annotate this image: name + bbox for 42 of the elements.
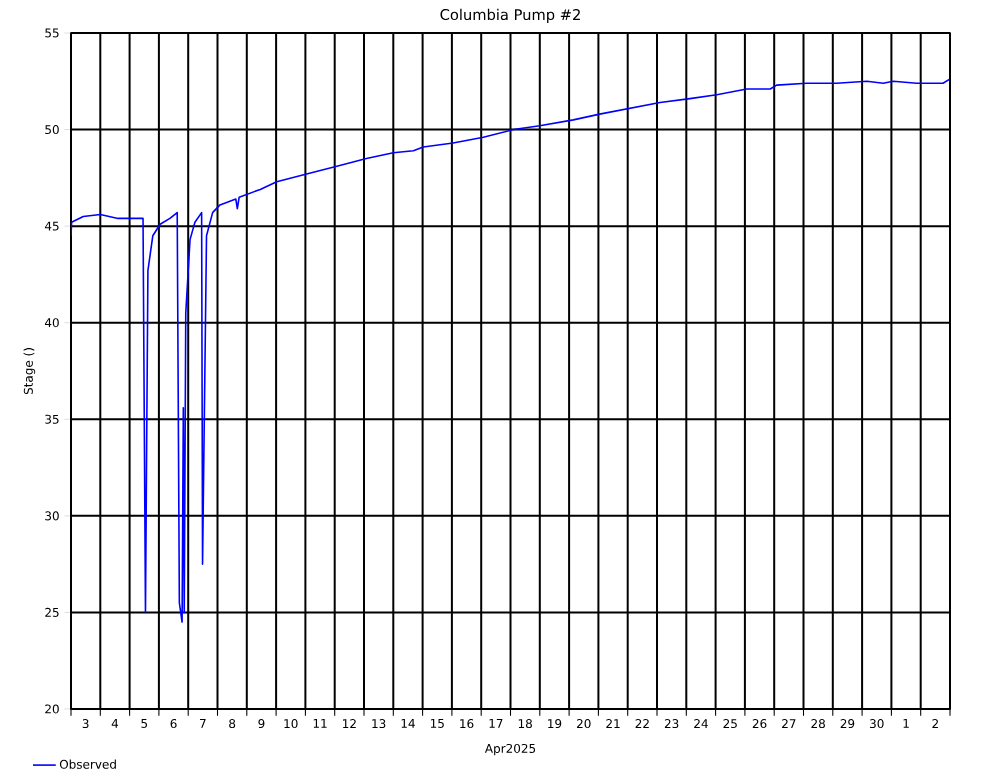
- x-tick-label: 23: [664, 719, 679, 729]
- x-tick-label: 20: [576, 719, 591, 729]
- x-tick-label: 12: [343, 719, 356, 728]
- x-tick-label: 3: [82, 719, 89, 729]
- x-tick-label: 5: [141, 719, 148, 728]
- legend-label: Observed: [59, 759, 116, 769]
- x-tick-label: 18: [518, 719, 532, 729]
- x-tick-label: 29: [840, 719, 855, 729]
- x-tick-label: 9: [258, 719, 265, 729]
- x-tick-label: 27: [782, 719, 796, 728]
- x-tick-label: 11: [313, 719, 327, 728]
- x-tick-label: 10: [284, 719, 298, 729]
- x-tick-label: 17: [489, 719, 503, 728]
- chart-title: Columbia Pump #2: [440, 8, 580, 23]
- x-tick-label: 2: [932, 719, 938, 728]
- y-tick-label: 20: [45, 704, 59, 714]
- y-tick-label: 30: [45, 511, 59, 521]
- x-tick-label: 6: [170, 719, 177, 729]
- x-tick-label: 13: [372, 719, 386, 729]
- y-tick-label: 35: [45, 414, 59, 424]
- x-tick-label: 14: [401, 719, 415, 728]
- x-tick-label: 30: [870, 719, 884, 729]
- x-tick-label: 25: [723, 719, 737, 729]
- x-tick-label: 28: [811, 719, 825, 729]
- x-tick-label: 24: [694, 719, 708, 728]
- x-tick-label: 15: [430, 719, 444, 728]
- x-tick-label: 4: [111, 719, 119, 728]
- y-tick-label: 25: [45, 607, 59, 617]
- x-tick-label: 8: [229, 719, 236, 729]
- x-tick-label: 21: [606, 719, 620, 728]
- y-tick-label: 40: [44, 318, 59, 328]
- x-axis-title: Apr2025: [484, 743, 536, 756]
- x-tick-label: 19: [548, 719, 562, 729]
- x-tick-label: 16: [460, 719, 474, 729]
- y-tick-label: 50: [45, 125, 59, 135]
- y-axis-title: Stage (): [23, 348, 36, 395]
- x-tick-label: 26: [752, 719, 767, 729]
- y-tick-label: 45: [44, 221, 59, 231]
- y-tick-label: 55: [45, 28, 59, 38]
- x-tick-label: 7: [200, 719, 206, 728]
- x-tick-label: 1: [903, 719, 909, 728]
- x-tick-label: 22: [635, 719, 649, 728]
